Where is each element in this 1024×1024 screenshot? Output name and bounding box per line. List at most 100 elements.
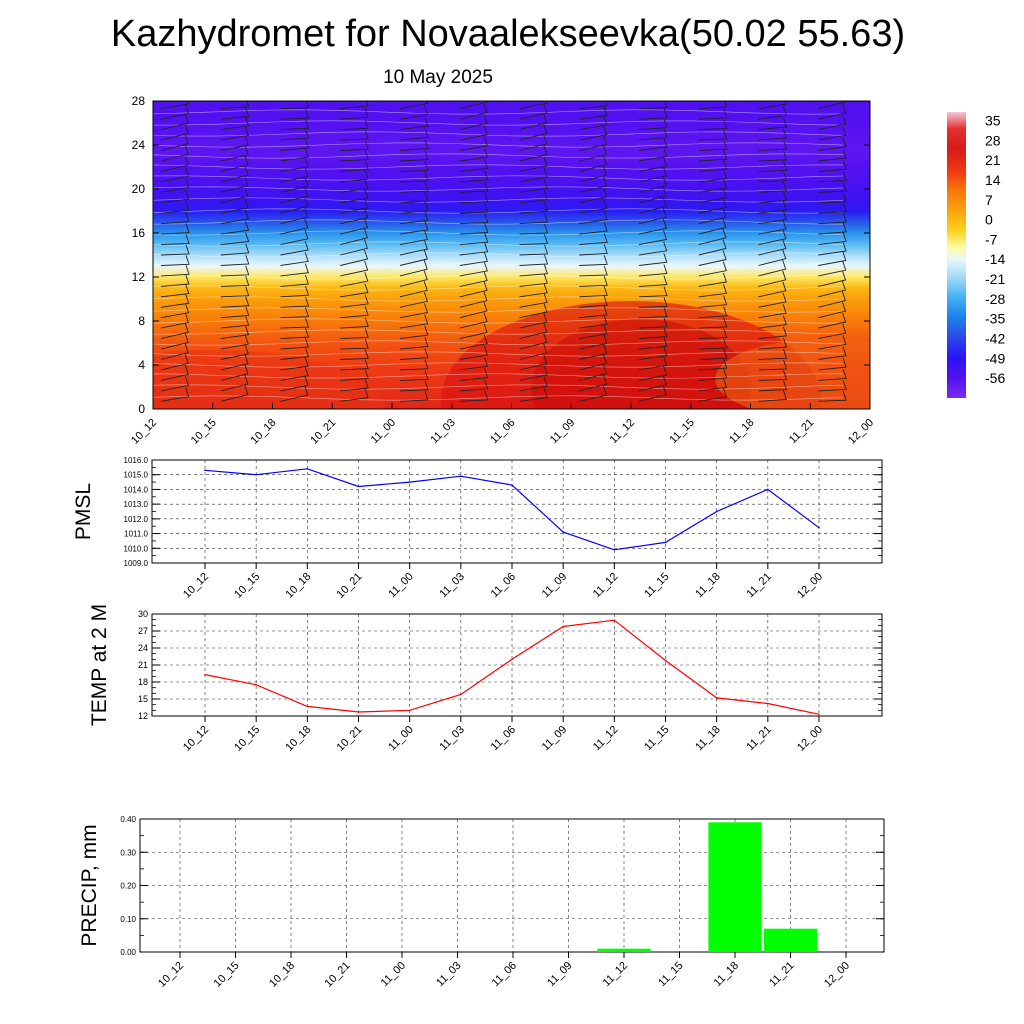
wind-barb — [878, 158, 906, 172]
wind-barb — [638, 197, 667, 214]
data-point — [357, 711, 360, 713]
wind-barb — [280, 207, 309, 225]
wind-barb — [220, 176, 249, 193]
wind-barb — [220, 315, 250, 329]
wind-barb — [818, 335, 847, 350]
wind-barb — [758, 349, 788, 360]
wind-barb — [878, 293, 905, 308]
wind-barb — [519, 134, 548, 151]
wind-barb — [758, 370, 788, 381]
wind-barb — [758, 337, 788, 350]
y-tick-label: 0.00 — [120, 948, 136, 957]
isotherm-line — [153, 164, 843, 170]
x-tick-label: 11_06 — [489, 571, 519, 601]
wind-barb — [519, 312, 548, 329]
wind-barb — [519, 264, 549, 277]
wind-barb — [579, 187, 608, 204]
wind-barb — [758, 219, 787, 235]
y-tick-label: 0.20 — [120, 882, 136, 891]
isotherm-line — [153, 219, 844, 225]
wind-barb — [878, 389, 906, 401]
wind-barb — [280, 317, 310, 329]
wind-barb — [160, 223, 190, 235]
wind-barb — [280, 101, 310, 110]
wind-barb — [818, 261, 847, 277]
isotherm-line — [153, 263, 844, 269]
wind-barb — [280, 177, 309, 193]
y-tick-label: 30 — [138, 609, 148, 619]
grid — [152, 614, 882, 716]
x-tick-label: 12_00 — [795, 724, 825, 754]
wind-barb — [340, 249, 369, 266]
wind-barb — [280, 187, 309, 204]
data-point — [562, 531, 564, 533]
isotherm-line — [153, 109, 844, 115]
wind-barb — [758, 101, 787, 110]
wind-barb — [519, 254, 549, 266]
isotherm-line — [153, 351, 844, 357]
wind-barb — [519, 343, 548, 360]
wind-barb — [878, 114, 905, 130]
wind-barb — [579, 106, 608, 120]
wind-barb — [220, 232, 250, 246]
wind-barb — [459, 136, 488, 151]
wind-barb — [220, 364, 249, 381]
wind-barb — [280, 197, 309, 214]
data-point — [511, 658, 513, 661]
wind-barb — [638, 219, 667, 235]
x-tick-label: 11_18 — [727, 417, 757, 447]
wind-barb — [399, 128, 429, 141]
wind-barb — [519, 124, 548, 141]
y-tick-label: 28 — [132, 94, 146, 108]
wind-barb — [280, 296, 310, 308]
y-tick-label: 0 — [138, 402, 145, 416]
wind-barb — [579, 166, 607, 183]
data-point — [613, 548, 616, 551]
wind-barb — [220, 286, 250, 298]
wind-barb — [878, 254, 906, 265]
wind-barb — [399, 325, 429, 340]
colorbar-label: -28 — [985, 291, 1005, 307]
wind-barb — [579, 295, 608, 308]
wind-barb — [220, 325, 250, 340]
wind-barb — [758, 229, 787, 246]
wind-barb — [758, 139, 788, 151]
y-tick-label: 24 — [132, 138, 146, 152]
wind-barb — [638, 147, 668, 162]
x-tick-label: 11_09 — [540, 724, 570, 754]
wind-barb — [519, 283, 548, 298]
wind-barb — [818, 380, 847, 392]
x-tick-label: 11_18 — [693, 724, 723, 754]
colorbar-label: 21 — [985, 152, 1001, 168]
wind-barb — [459, 379, 489, 392]
wind-barb — [878, 135, 905, 150]
isotherm-line — [153, 241, 844, 247]
isotherm-line — [153, 296, 844, 302]
wind-barb — [818, 280, 846, 298]
wind-barb — [878, 245, 906, 256]
wind-barb — [340, 388, 369, 402]
wind-barb — [638, 385, 667, 402]
wind-barb — [459, 159, 489, 172]
wind-barb — [399, 303, 429, 319]
wind-barb — [579, 255, 608, 266]
wind-barb — [818, 137, 847, 151]
wind-barb — [758, 359, 788, 371]
wind-barb — [878, 234, 906, 244]
wind-barb — [878, 323, 905, 339]
wind-barb — [220, 101, 250, 110]
wind-barb — [399, 181, 429, 193]
wind-barb — [758, 117, 788, 131]
wind-barb — [878, 283, 906, 297]
y-tick-label: 0.30 — [120, 848, 136, 857]
colorbar-scale — [947, 112, 966, 398]
wind-barb — [818, 192, 847, 204]
wind-barb — [160, 333, 189, 350]
isotherm-line — [153, 142, 844, 148]
wind-barb — [280, 157, 309, 172]
wind-barb — [459, 261, 488, 277]
wind-barb — [519, 377, 548, 392]
data-point — [306, 705, 309, 708]
x-tick-label: 11_09 — [540, 571, 570, 601]
x-tick-label: 11_00 — [379, 960, 409, 990]
